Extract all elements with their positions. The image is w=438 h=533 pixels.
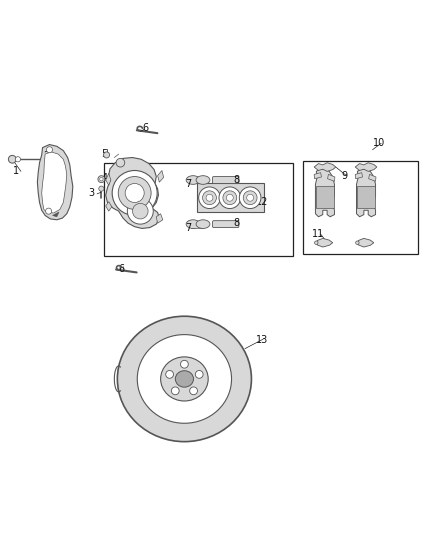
Ellipse shape — [186, 220, 200, 229]
Ellipse shape — [137, 335, 232, 423]
Ellipse shape — [175, 371, 194, 387]
Polygon shape — [53, 212, 59, 217]
Text: 5: 5 — [101, 149, 107, 159]
Circle shape — [99, 186, 104, 191]
Circle shape — [118, 176, 151, 209]
Text: 10: 10 — [373, 138, 385, 148]
Polygon shape — [315, 169, 335, 217]
Polygon shape — [106, 174, 111, 185]
Text: 12: 12 — [256, 197, 268, 207]
Ellipse shape — [196, 220, 210, 229]
FancyBboxPatch shape — [212, 221, 239, 228]
Text: 11: 11 — [312, 229, 325, 239]
Circle shape — [15, 157, 21, 162]
Polygon shape — [106, 201, 112, 211]
Bar — [191, 176, 203, 183]
Circle shape — [314, 241, 318, 245]
Text: 3: 3 — [88, 188, 95, 198]
Polygon shape — [316, 187, 334, 208]
Circle shape — [180, 360, 188, 368]
Circle shape — [206, 195, 213, 201]
Polygon shape — [328, 174, 335, 181]
Circle shape — [219, 187, 240, 208]
Circle shape — [195, 370, 203, 378]
Ellipse shape — [186, 176, 200, 184]
Circle shape — [226, 195, 233, 201]
Text: 8: 8 — [233, 175, 239, 185]
Circle shape — [116, 158, 125, 167]
Text: 6: 6 — [119, 264, 125, 273]
Text: 8: 8 — [233, 218, 239, 228]
Circle shape — [46, 147, 53, 153]
Polygon shape — [357, 187, 374, 208]
Circle shape — [190, 387, 198, 395]
Circle shape — [243, 191, 257, 205]
Polygon shape — [355, 163, 377, 172]
Bar — [191, 221, 203, 228]
Circle shape — [133, 204, 148, 219]
Circle shape — [223, 191, 237, 205]
Text: 6: 6 — [142, 123, 148, 133]
Bar — [197, 183, 264, 213]
Circle shape — [112, 171, 157, 215]
Circle shape — [247, 195, 254, 201]
FancyBboxPatch shape — [212, 176, 239, 183]
Circle shape — [356, 241, 359, 245]
Circle shape — [239, 187, 261, 208]
Ellipse shape — [196, 176, 210, 184]
Circle shape — [103, 152, 110, 158]
Polygon shape — [158, 171, 164, 182]
Circle shape — [46, 208, 52, 214]
Circle shape — [8, 155, 16, 163]
Text: 13: 13 — [256, 335, 268, 345]
Text: 2: 2 — [43, 151, 49, 161]
Circle shape — [100, 177, 103, 181]
Polygon shape — [317, 238, 333, 247]
Circle shape — [171, 387, 179, 395]
Polygon shape — [37, 144, 73, 220]
Ellipse shape — [117, 316, 251, 442]
Circle shape — [127, 198, 153, 224]
Bar — [304, 160, 418, 254]
Polygon shape — [355, 173, 363, 179]
Polygon shape — [106, 158, 159, 229]
Polygon shape — [314, 163, 336, 172]
Polygon shape — [357, 169, 375, 217]
Circle shape — [202, 191, 216, 205]
Text: 1: 1 — [13, 166, 19, 176]
Circle shape — [166, 370, 173, 378]
Circle shape — [125, 183, 144, 203]
Text: 7: 7 — [186, 179, 192, 189]
Polygon shape — [314, 173, 321, 179]
Circle shape — [98, 176, 105, 183]
Polygon shape — [156, 214, 163, 223]
Ellipse shape — [161, 357, 208, 401]
Polygon shape — [369, 174, 376, 181]
Text: 7: 7 — [186, 223, 192, 232]
Polygon shape — [42, 152, 67, 213]
Text: 9: 9 — [341, 171, 347, 181]
Polygon shape — [358, 238, 374, 247]
Bar — [104, 163, 293, 256]
Circle shape — [199, 187, 220, 208]
Text: 4: 4 — [101, 173, 107, 183]
